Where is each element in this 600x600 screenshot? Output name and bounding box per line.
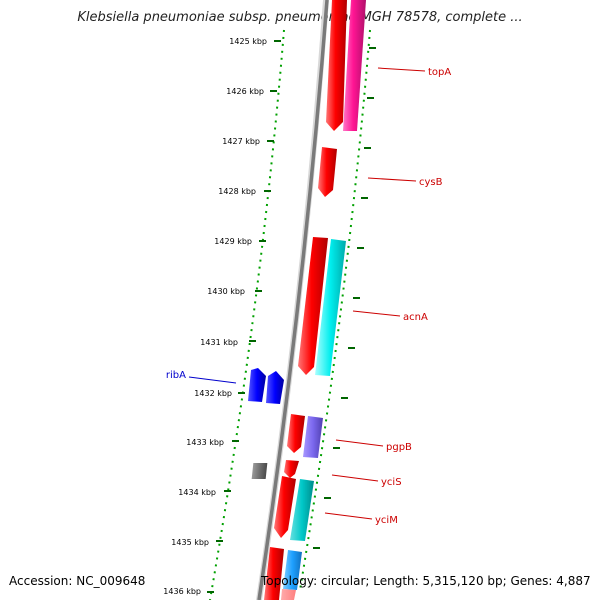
feature-yciS[interactable] — [284, 460, 299, 478]
features — [248, 0, 366, 600]
gene-labels: topA cysB acnA ribA pgpB yciS yciM — [166, 67, 451, 526]
feature-bottom-pink[interactable] — [281, 589, 296, 600]
outer-tick-track — [299, 29, 371, 591]
feature-bottom-lightblue[interactable] — [283, 550, 302, 590]
feature-bottom-red[interactable] — [264, 547, 284, 600]
gene-label-topA[interactable]: topA — [428, 67, 451, 78]
tick-label-1428: 1428 kbp — [218, 187, 256, 196]
gene-label-pgpB[interactable]: pgpB — [386, 442, 412, 453]
tick-1436: 1436 kbp — [163, 587, 214, 596]
tick-1434: 1434 kbp — [178, 488, 231, 497]
tick-label-1430: 1430 kbp — [207, 287, 245, 296]
map-title: Klebsiella pneumoniae subsp. pneumoniae … — [77, 10, 523, 25]
feature-acnA[interactable] — [298, 237, 328, 375]
tick-1427: 1427 kbp — [222, 137, 274, 146]
tick-label-1432: 1432 kbp — [194, 389, 232, 398]
feature-pgpB[interactable] — [287, 414, 305, 453]
feature-ribA-2[interactable] — [266, 371, 284, 404]
feature-cysB[interactable] — [318, 147, 337, 197]
backbone-line — [257, 0, 329, 600]
feature-yciS-grey[interactable] — [251, 463, 268, 479]
tick-1433: 1433 kbp — [186, 438, 239, 447]
tick-label-1426: 1426 kbp — [226, 87, 264, 96]
tick-1426: 1426 kbp — [226, 87, 277, 96]
feature-yciM[interactable] — [274, 476, 296, 538]
tick-label-1433: 1433 kbp — [186, 438, 224, 447]
tick-label-1425: 1425 kbp — [229, 37, 267, 46]
tick-label-1436: 1436 kbp — [163, 587, 201, 596]
tick-1435: 1435 kbp — [171, 538, 223, 547]
gene-label-cysB[interactable]: cysB — [419, 177, 443, 188]
tick-1430: 1430 kbp — [207, 287, 262, 296]
gene-label-ribA[interactable]: ribA — [166, 370, 186, 381]
outer-tick-marks — [313, 47, 376, 549]
tick-1425: 1425 kbp — [229, 37, 281, 46]
tick-scale: 1425 kbp 1426 kbp 1427 kbp 1428 kbp 1429… — [163, 37, 281, 596]
inner-tick-track — [209, 29, 285, 600]
tick-label-1429: 1429 kbp — [214, 237, 252, 246]
gene-label-yciM[interactable]: yciM — [375, 515, 398, 526]
tick-1429: 1429 kbp — [214, 237, 266, 246]
feature-ribA-1[interactable] — [248, 368, 266, 402]
feature-acnA-cyan[interactable] — [315, 239, 346, 376]
accession-text: Accession: NC_009648 — [9, 574, 146, 588]
tick-1428: 1428 kbp — [218, 187, 271, 196]
feature-topA-magenta[interactable] — [343, 0, 366, 131]
tick-label-1431: 1431 kbp — [200, 338, 238, 347]
tick-label-1427: 1427 kbp — [222, 137, 260, 146]
tick-label-1435: 1435 kbp — [171, 538, 209, 547]
tick-label-1434: 1434 kbp — [178, 488, 216, 497]
tick-1432: 1432 kbp — [194, 389, 245, 398]
gene-label-yciS[interactable]: yciS — [381, 477, 402, 488]
feature-pgpB-purple[interactable] — [303, 416, 323, 458]
feature-yciM-cyan[interactable] — [290, 479, 314, 541]
tick-1431: 1431 kbp — [200, 338, 256, 347]
label-leaders — [188, 67, 426, 520]
topology-text: Topology: circular; Length: 5,315,120 bp… — [261, 574, 591, 588]
backbone-halo — [256, 0, 329, 600]
gene-label-acnA[interactable]: acnA — [403, 312, 428, 323]
feature-topA[interactable] — [326, 0, 347, 131]
